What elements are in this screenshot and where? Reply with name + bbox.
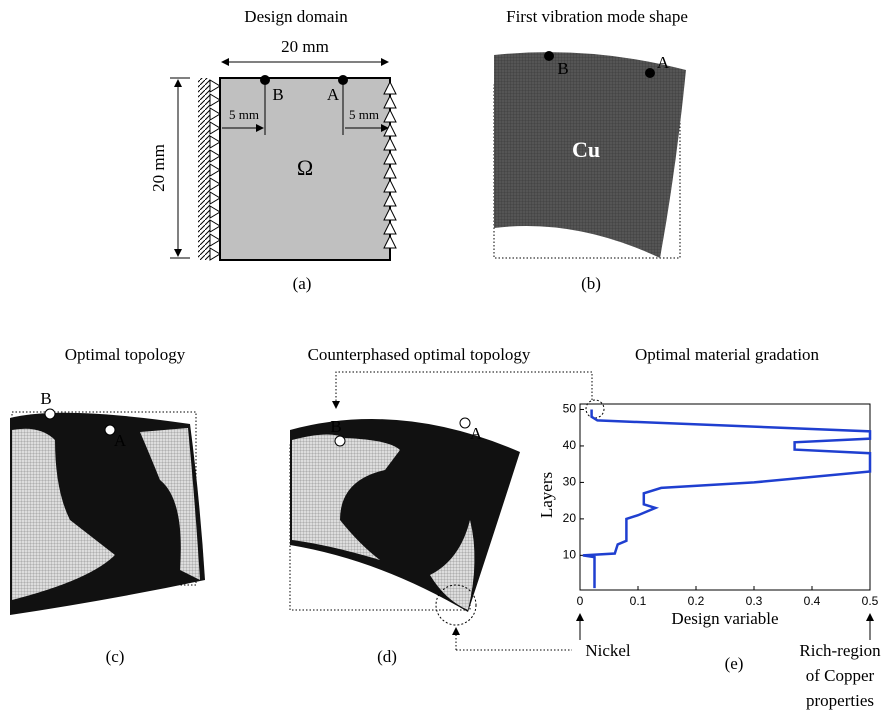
point: [260, 75, 270, 85]
annotation: properties: [806, 691, 874, 710]
plot-frame: [579, 403, 871, 591]
fixed-wall: [198, 78, 210, 260]
point-label: B: [272, 85, 283, 104]
x-tick-label: 0.5: [862, 594, 879, 608]
point-label: B: [40, 389, 51, 408]
y-tick-label: 40: [563, 438, 577, 452]
panel-e: Optimal material gradation Layers Design…: [537, 345, 881, 710]
data-line: [582, 409, 872, 589]
point: [44, 408, 56, 420]
y-tick-label: 20: [563, 511, 577, 525]
panel-title: First vibration mode shape: [506, 7, 688, 26]
connector: [332, 371, 593, 409]
y-tick-label: 50: [563, 402, 577, 416]
chart-title: Optimal material gradation: [635, 345, 820, 364]
point: [338, 75, 348, 85]
topology-light: [140, 428, 200, 580]
point: [459, 417, 471, 429]
offset-label: 5 mm: [349, 107, 379, 122]
topology-light: [430, 520, 475, 610]
panel-title: Optimal topology: [65, 345, 186, 364]
annotation: of Copper: [806, 666, 875, 685]
domain-label: Ω: [297, 155, 313, 180]
point-label: B: [330, 417, 341, 436]
annotation: Rich-region: [799, 641, 881, 660]
x-tick-label: 0.1: [630, 594, 647, 608]
rollers: [383, 80, 397, 249]
y-tick-label: 30: [563, 475, 577, 489]
annotation: Nickel: [585, 641, 631, 660]
height-label: 20 mm: [149, 144, 168, 192]
mode-shape: [494, 52, 686, 259]
y-tick-label: 10: [563, 548, 577, 562]
point: [544, 51, 554, 61]
domain: [219, 77, 391, 261]
panel-c: Optimal topology B A (c): [10, 345, 205, 666]
topology-light: [12, 428, 115, 600]
panel-b: First vibration mode shape Cu B A (b): [493, 7, 688, 293]
panel-d: Counterphased optimal topology B A (d): [289, 345, 593, 666]
point-label: B: [557, 59, 568, 78]
point-label: A: [470, 424, 483, 443]
panel-title: Design domain: [244, 7, 348, 26]
panel-label: (b): [581, 274, 601, 293]
panel-label: (a): [293, 274, 312, 293]
highlight: [585, 399, 605, 419]
material-label: Cu: [572, 137, 600, 162]
x-axis-label: Design variable: [671, 609, 778, 628]
panel-a: Design domain 20 mm 20 mm 5 mm 5 mm B A …: [149, 7, 397, 293]
panel-label: (d): [377, 647, 397, 666]
panel-label: (e): [725, 654, 744, 673]
point: [645, 68, 655, 78]
x-tick-label: 0.3: [746, 594, 763, 608]
topology-light: [292, 434, 400, 560]
width-label: 20 mm: [281, 37, 329, 56]
point-label: A: [114, 431, 127, 450]
x-tick-label: 0.2: [688, 594, 705, 608]
panel-title: Counterphased optimal topology: [308, 345, 531, 364]
point: [104, 424, 116, 436]
y-axis-label: Layers: [537, 472, 556, 518]
point-label: A: [657, 53, 670, 72]
point: [334, 435, 346, 447]
offset-label: 5 mm: [229, 107, 259, 122]
panel-label: (c): [106, 647, 125, 666]
supports: [209, 79, 221, 261]
x-tick-label: 0: [577, 594, 584, 608]
x-tick-label: 0.4: [804, 594, 821, 608]
point-label: A: [327, 85, 340, 104]
highlight: [435, 584, 477, 626]
